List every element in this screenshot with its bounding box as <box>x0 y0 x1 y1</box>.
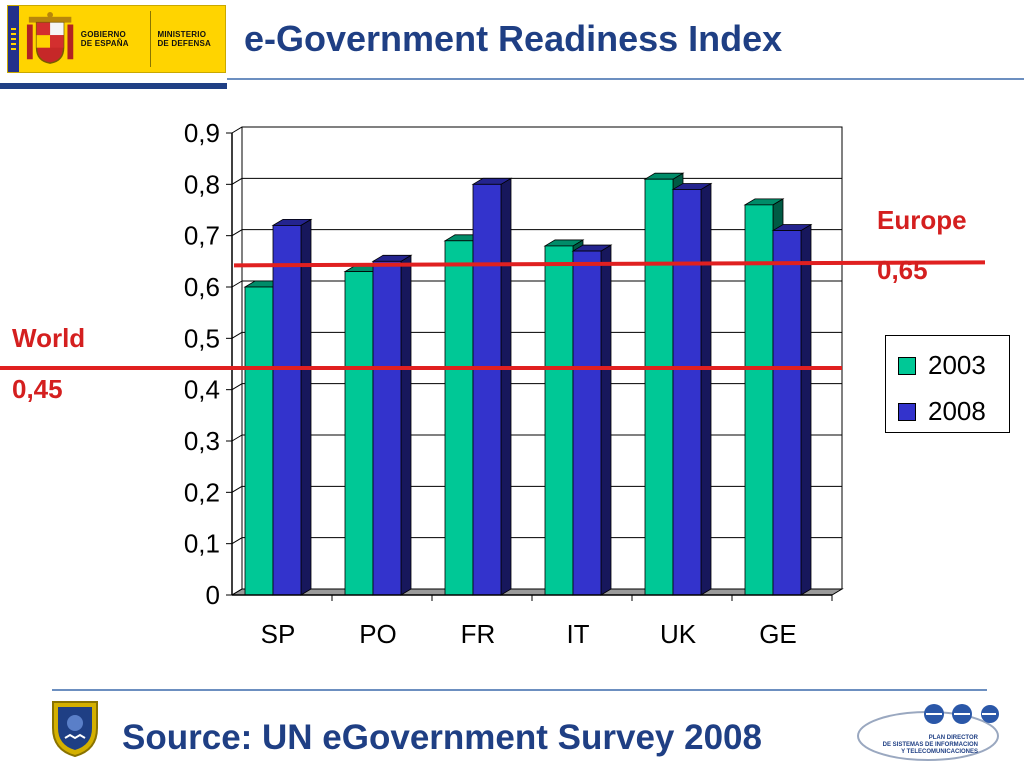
gridline-diagonal <box>231 177 243 185</box>
world-reference-label: World <box>12 323 86 353</box>
source-citation: Source: UN eGovernment Survey 2008 <box>122 718 762 757</box>
legend-label-2008: 2008 <box>928 396 986 426</box>
legend-item-2008: 2008 <box>898 396 986 427</box>
y-tick-label: 0,6 <box>184 272 220 302</box>
gobierno-label: GOBIERNO DE ESPAÑA <box>80 30 129 48</box>
footer-divider <box>52 689 987 691</box>
bar-fr-2003 <box>444 240 474 596</box>
bar-ge-2008 <box>772 230 802 596</box>
bar-fr-2008 <box>472 183 502 596</box>
y-tick-label: 0,2 <box>184 477 220 507</box>
bar-ge-2003 <box>744 204 774 596</box>
bar-sp-2008-side <box>300 218 312 596</box>
gridline-diagonal <box>231 434 243 442</box>
chart-legend: 2003 2008 <box>885 335 1010 433</box>
x-tick-label-sp: SP <box>261 619 296 649</box>
bar-fr-2008-side <box>500 177 512 596</box>
bar-po-2003 <box>344 271 374 596</box>
x-tick-label-fr: FR <box>461 619 496 649</box>
europe-reference-line <box>233 260 986 268</box>
plot-back-wall <box>241 126 843 590</box>
y-tick-label: 0 <box>206 580 220 610</box>
page-title: e-Government Readiness Index <box>244 18 783 59</box>
europe-reference-label: Europe <box>877 205 967 235</box>
bar-it-2008 <box>572 250 602 596</box>
bar-po-2008-side <box>400 254 412 596</box>
y-tick-label: 0,1 <box>184 529 220 559</box>
bar-it-2008-side <box>600 244 612 596</box>
plan-director-text: PLAN DIRECTOR DE SISTEMAS DE INFORMACION… <box>882 735 978 755</box>
plan-director-logo <box>857 704 999 761</box>
gobierno-ministerio-logo: GOBIERNO DE ESPAÑA MINISTERIO DE DEFENSA <box>7 5 226 73</box>
legend-swatch-2008 <box>898 402 916 421</box>
x-tick-label-ge: GE <box>759 619 797 649</box>
ministerio-label: MINISTERIO DE DEFENSA <box>157 30 212 48</box>
gridline-diagonal <box>231 229 243 237</box>
gridline-diagonal <box>231 485 243 493</box>
bar-po-2008 <box>372 260 402 596</box>
gridline-diagonal <box>231 383 243 391</box>
defense-badge-icon <box>52 701 98 758</box>
bar-sp-2003 <box>244 286 274 596</box>
x-tick-label-uk: UK <box>660 619 697 649</box>
bar-ge-2008-side <box>800 223 812 596</box>
x-tick-label-po: PO <box>359 619 397 649</box>
y-tick-label: 0,3 <box>184 426 220 456</box>
europe-reference-value: 0,65 <box>877 255 928 285</box>
header-divider <box>227 78 1024 80</box>
bar-uk-2008-side <box>700 182 712 596</box>
eu-flag-strip <box>8 6 19 72</box>
y-tick-label: 0,9 <box>184 118 220 148</box>
x-tick-label-it: IT <box>566 619 589 649</box>
header-accent-bar <box>0 83 227 89</box>
gridline-diagonal <box>231 280 243 288</box>
gridline-diagonal <box>231 331 243 339</box>
world-reference-value: 0,45 <box>12 374 63 404</box>
bar-uk-2003 <box>644 178 674 596</box>
legend-label-2003: 2003 <box>928 350 986 380</box>
gridline-diagonal <box>231 537 243 545</box>
y-tick-label: 0,8 <box>184 169 220 199</box>
y-tick-label: 0,4 <box>184 375 220 405</box>
plot-side-edge <box>231 588 243 596</box>
legend-item-2003: 2003 <box>898 350 986 381</box>
logo-divider <box>150 11 152 67</box>
y-tick-label: 0,7 <box>184 221 220 251</box>
bar-it-2003 <box>544 245 574 596</box>
legend-swatch-2003 <box>898 356 916 375</box>
coat-of-arms-icon <box>26 11 73 64</box>
y-tick-label: 0,5 <box>184 323 220 353</box>
bar-sp-2008 <box>272 224 302 596</box>
gridline-diagonal <box>231 126 243 134</box>
bar-uk-2008 <box>672 189 702 596</box>
